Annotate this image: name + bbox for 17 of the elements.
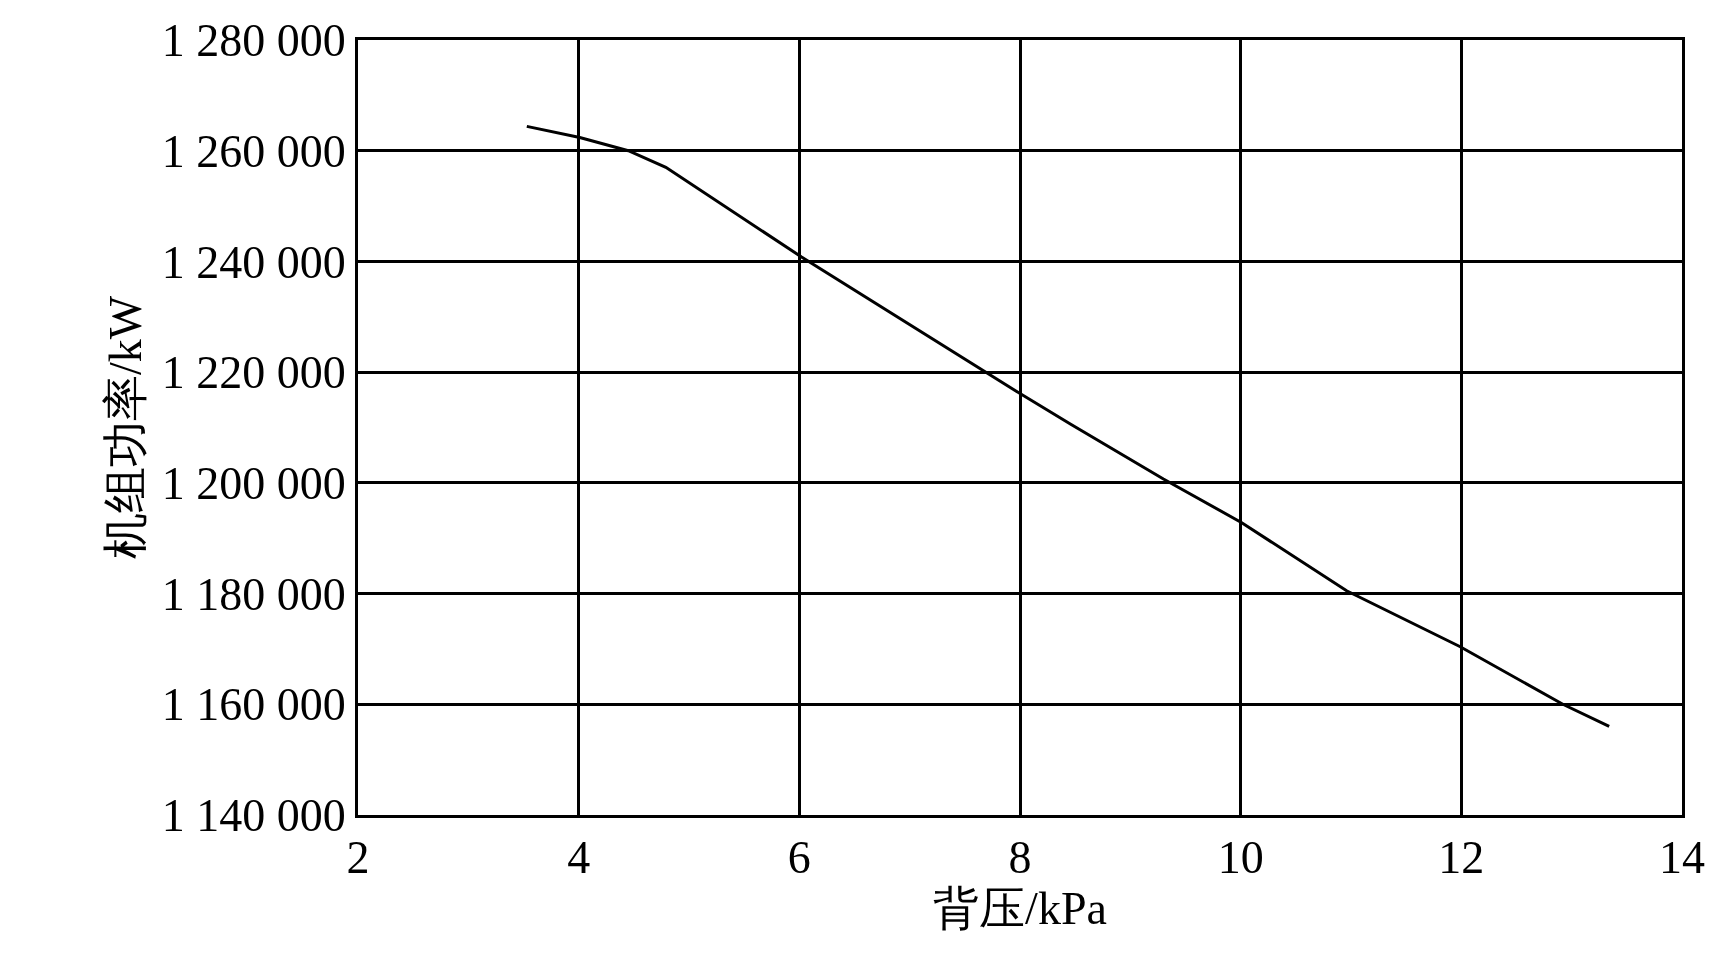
- y-tick-label: 1 140 000: [161, 790, 346, 842]
- y-tick-label: 1 180 000: [161, 568, 346, 620]
- y-axis-title: 机组功率/kW: [100, 295, 152, 560]
- x-tick-label: 12: [1438, 832, 1485, 884]
- x-tick-label: 2: [346, 832, 370, 884]
- y-tick-label: 1 240 000: [161, 236, 346, 288]
- y-tick-label: 1 260 000: [161, 125, 346, 177]
- x-tick-label: 4: [567, 832, 591, 884]
- x-tick-label: 6: [787, 832, 811, 884]
- x-tick-label: 8: [1008, 832, 1032, 884]
- x-tick-label: 14: [1659, 832, 1705, 884]
- y-tick-label: 1 200 000: [161, 457, 346, 509]
- y-tick-label: 1 160 000: [161, 679, 346, 731]
- y-tick-label: 1 220 000: [161, 347, 346, 399]
- x-axis-title: 背压/kPa: [933, 883, 1107, 935]
- y-tick-label: 1 280 000: [161, 15, 346, 67]
- x-tick-label: 10: [1217, 832, 1264, 884]
